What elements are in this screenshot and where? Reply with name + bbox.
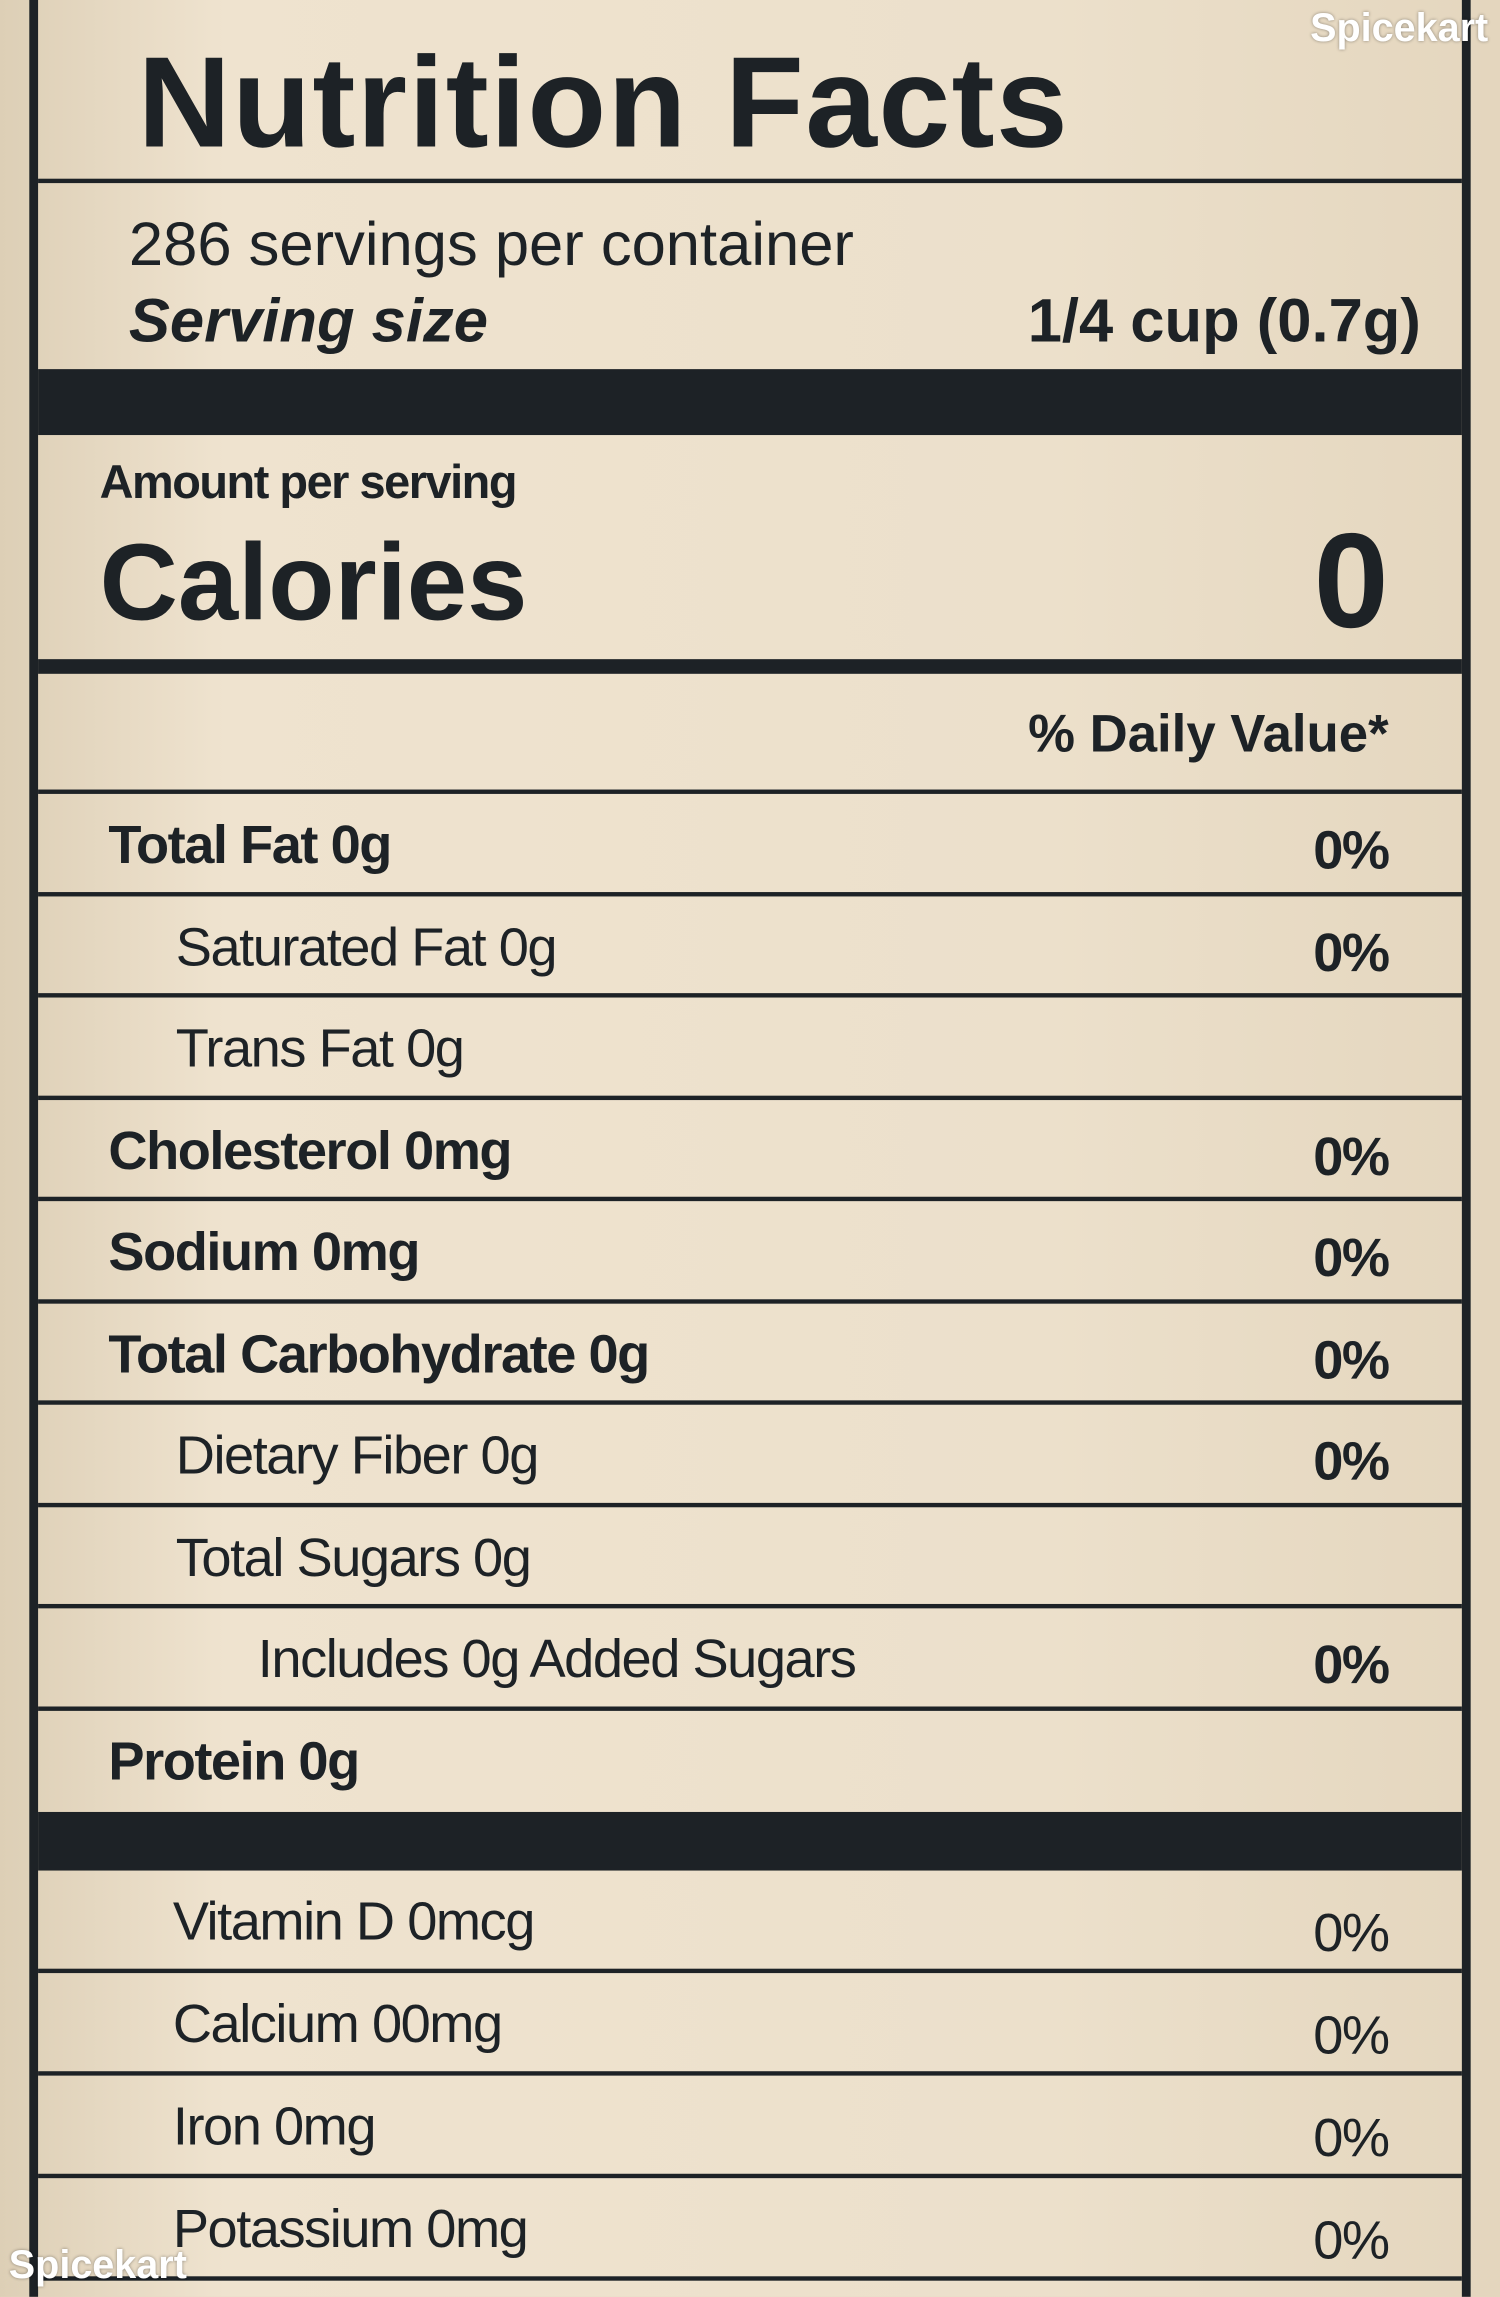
- calories-value: 0: [1313, 506, 1389, 657]
- vitamin-row: Vitamin D 0mcg 0%: [38, 1871, 1462, 1974]
- nutrient: Total Fat 0g: [108, 814, 392, 875]
- serving-size-value: 1/4 cup (0.7g): [1027, 285, 1421, 355]
- serving-info: 286 servings per container Serving size …: [38, 183, 1462, 369]
- nutrient-row: Cholesterol 0mg 0%: [38, 1099, 1462, 1202]
- nutrient-row: Total Carbohydrate 0g 0%: [38, 1303, 1462, 1405]
- nutrient-row: Sodium 0mg 0%: [38, 1201, 1462, 1303]
- vitamin-row: Calcium 00mg 0%: [38, 1973, 1462, 2076]
- calories-section: Amount per serving Calories 0: [38, 435, 1462, 674]
- percent: 0%: [1313, 2210, 1390, 2271]
- nutrient: Includes 0g Added Sugars: [257, 1628, 857, 1689]
- daily-value-text: % Daily Value*: [1028, 703, 1389, 764]
- servings: 286 servings per container: [128, 209, 854, 279]
- vitamin: Potassium 0mg: [172, 2198, 529, 2259]
- nutrient-row: Dietary Fiber 0g 0%: [38, 1405, 1462, 1507]
- percent: 0%: [1313, 1431, 1390, 1492]
- percent: 0%: [1313, 2107, 1390, 2168]
- serving-size-label: Serving size: [128, 285, 488, 355]
- nutrient: Cholesterol 0mg: [108, 1119, 512, 1180]
- watermark: Spicekart: [1310, 5, 1489, 50]
- watermark: Spicekart: [8, 2242, 187, 2287]
- nutrient: Total Carbohydrate 0g: [108, 1323, 650, 1384]
- vitamin: Vitamin D 0mcg: [172, 1891, 535, 1952]
- nutrient-row: Includes 0g Added Sugars 0%: [38, 1608, 1462, 1711]
- nutrient-row: Protein 0g: [38, 1710, 1462, 1812]
- thick-bar: [38, 1811, 1462, 1871]
- percent: 0%: [1313, 1902, 1390, 1963]
- amount-per-serving: Amount per serving: [99, 455, 518, 509]
- thick-bar: [38, 369, 1462, 436]
- vitamin: Calcium 00mg: [172, 1993, 503, 2054]
- vitamin-row: Iron 0mg 0%: [38, 2076, 1462, 2179]
- nutrient: Saturated Fat 0g: [175, 916, 558, 977]
- nutrient: Total Sugars 0g: [175, 1527, 532, 1588]
- nutrient-row: Trans Fat 0g: [38, 998, 1462, 1100]
- calories-label: Calories: [99, 521, 528, 644]
- nutrient-row: Total Sugars 0g: [38, 1507, 1462, 1609]
- vitamin-row: Potassium 0mg 0%: [38, 2178, 1462, 2281]
- percent: 0%: [1313, 820, 1390, 881]
- nutrient: Trans Fat 0g: [175, 1018, 465, 1079]
- vitamin: Iron 0mg: [172, 2096, 377, 2157]
- nutrient: Protein 0g: [108, 1730, 360, 1791]
- nutrient: Dietary Fiber 0g: [175, 1425, 540, 1486]
- nutrient: Sodium 0mg: [108, 1221, 420, 1282]
- nutrient-row: Saturated Fat 0g 0%: [38, 896, 1462, 998]
- daily-value-header: % Daily Value*: [38, 674, 1462, 794]
- nutrition-label: Nutrition Facts 286 servings per contain…: [29, 0, 1471, 2297]
- percent: 0%: [1313, 1125, 1390, 1186]
- percent: 0%: [1313, 922, 1390, 983]
- nutrient-row: Total Fat 0g 0%: [38, 794, 1462, 896]
- percent: 0%: [1313, 1329, 1390, 1390]
- percent: 0%: [1313, 1227, 1390, 1288]
- percent: 0%: [1313, 2005, 1390, 2066]
- title: Nutrition Facts: [38, 0, 1462, 184]
- percent: 0%: [1313, 1634, 1390, 1695]
